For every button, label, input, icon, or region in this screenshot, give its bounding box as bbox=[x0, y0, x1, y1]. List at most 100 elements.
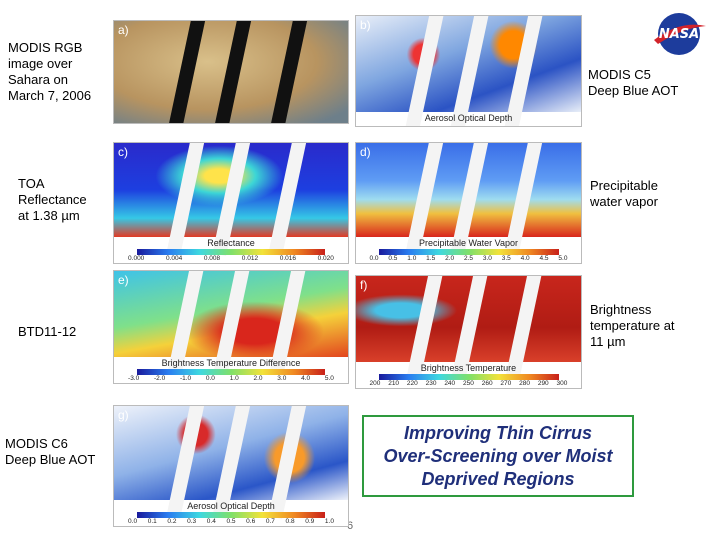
swath-gap bbox=[267, 21, 312, 123]
colorbar-title: Precipitable Water Vapor bbox=[418, 238, 519, 248]
swath-gap bbox=[164, 21, 209, 123]
satellite-image bbox=[114, 21, 348, 123]
colorbar-tick-label: 0.0 bbox=[369, 255, 379, 262]
side-label: MODIS C6 Deep Blue AOT bbox=[5, 436, 96, 467]
colorbar-tick-label: 0.1 bbox=[147, 518, 157, 525]
colorbar bbox=[378, 374, 559, 380]
colorbar-tick-label: 0.5 bbox=[388, 255, 398, 262]
colorbar-tick-label: 0.3 bbox=[187, 518, 197, 525]
colorbar-tick-label: 0.020 bbox=[317, 255, 334, 262]
colorbar-title: Aerosol Optical Depth bbox=[424, 113, 513, 123]
colorbar-tick-label: 260 bbox=[481, 380, 493, 387]
panel-letter: d) bbox=[360, 145, 371, 159]
panel-letter: a) bbox=[118, 23, 129, 37]
colorbar-ticks: 0.0 0.1 0.2 0.3 0.4 0.5 0.6 0.7 0.8 0.9 1.0 bbox=[128, 518, 334, 525]
colorbar-tick-label: 290 bbox=[537, 380, 549, 387]
swath-gap bbox=[450, 16, 492, 126]
colorbar-tick-label: 270 bbox=[500, 380, 512, 387]
colorbar-tick-label: 230 bbox=[425, 380, 437, 387]
side-label: BTD11-12 bbox=[18, 324, 77, 339]
colorbar bbox=[137, 512, 325, 518]
colorbar-title: Reflectance bbox=[207, 238, 255, 248]
colorbar-tick-label: 3.0 bbox=[277, 375, 287, 382]
colorbar bbox=[137, 369, 325, 375]
colorbar-tick-label: 4.5 bbox=[539, 255, 549, 262]
colorbar-tick-label: 2.0 bbox=[253, 375, 263, 382]
colorbar-tick-label: 1.0 bbox=[229, 375, 239, 382]
swath-gap bbox=[211, 21, 256, 123]
colorbar-tick-label: -2.0 bbox=[153, 375, 166, 382]
colorbar-tick-label: 4.0 bbox=[301, 375, 311, 382]
colorbar-tick-label: 0.0 bbox=[205, 375, 215, 382]
colorbar-tick-label: 0.012 bbox=[241, 255, 259, 262]
panel-letter: c) bbox=[118, 145, 128, 159]
colorbar-tick-label: -3.0 bbox=[128, 375, 140, 382]
satellite-image bbox=[356, 143, 581, 256]
colorbar-tick-label: 5.0 bbox=[558, 255, 568, 262]
colorbar-tick-label: 0.9 bbox=[305, 518, 315, 525]
colorbar-tick-label: 0.000 bbox=[128, 255, 145, 262]
panel-letter: f) bbox=[360, 278, 368, 292]
colorbar-tick-label: 0.004 bbox=[165, 255, 183, 262]
highlight-box: Improving Thin Cirrus Over-Screening ove… bbox=[362, 415, 634, 497]
colorbar-tick-label: 0.6 bbox=[246, 518, 256, 525]
colorbar-ticks: 200 210 220 230 240 250 260 270 280 290 300 bbox=[370, 380, 568, 387]
colorbar-ticks: 0.0 0.5 1.0 1.5 2.0 2.5 3.0 3.5 4.0 4.5 5.0 bbox=[370, 255, 568, 262]
colorbar-ticks: -3.0 -2.0 -1.0 0.0 1.0 2.0 3.0 4.0 5.0 bbox=[128, 375, 334, 382]
figure-panel: d) Precipitable Water Vapor 0.0 0.5 1.0 1.5 2.… bbox=[355, 142, 582, 264]
side-label: MODIS C5 Deep Blue AOT bbox=[588, 67, 679, 98]
colorbar-tick-label: 0.4 bbox=[206, 518, 216, 525]
colorbar-tick-label: 3.5 bbox=[501, 255, 511, 262]
side-label: Precipitable water vapor bbox=[590, 178, 658, 209]
colorbar-tick-label: 200 bbox=[369, 380, 381, 387]
colorbar bbox=[137, 249, 325, 255]
colorbar-tick-label: 220 bbox=[406, 380, 418, 387]
panel-letter: g) bbox=[118, 408, 129, 422]
colorbar-tick-label: 0.8 bbox=[285, 518, 295, 525]
colorbar-tick-label: 2.0 bbox=[445, 255, 455, 262]
figure-panel: a) bbox=[113, 20, 349, 124]
colorbar-tick-label: 0.0 bbox=[128, 518, 138, 525]
colorbar-tick-label: 0.7 bbox=[265, 518, 275, 525]
satellite-image bbox=[114, 406, 348, 519]
colorbar-tick-label: 1.0 bbox=[407, 255, 417, 262]
colorbar-tick-label: 240 bbox=[444, 380, 456, 387]
colorbar-tick-label: 5.0 bbox=[324, 375, 334, 382]
swath-gap bbox=[405, 16, 447, 126]
colorbar-tick-label: 0.016 bbox=[279, 255, 296, 262]
satellite-image bbox=[114, 271, 348, 375]
nasa-logo: NASA bbox=[654, 13, 706, 55]
side-label: TOA Reflectance at 1.38 µm bbox=[18, 176, 87, 223]
colorbar-tick-label: 1.0 bbox=[324, 518, 334, 525]
page-number: 6 bbox=[347, 520, 354, 532]
colorbar-title: Aerosol Optical Depth bbox=[187, 501, 275, 511]
colorbar-tick-label: 0.2 bbox=[167, 518, 177, 525]
colorbar-title: Brightness Temperature Difference bbox=[161, 358, 301, 368]
colorbar-tick-label: 0.5 bbox=[226, 518, 236, 525]
panel-letter: e) bbox=[118, 273, 129, 287]
figure-panel: f) Brightness Temperature 200 210 220 230 240 2… bbox=[355, 275, 582, 389]
figure-panel: b) Aerosol Optical Depth bbox=[355, 15, 582, 127]
colorbar-tick-label: 300 bbox=[556, 380, 568, 387]
colorbar-tick-label: 1.5 bbox=[426, 255, 436, 262]
figure-panel: c) Reflectance 0.000 0.004 0.008 0.012 0.016 0.… bbox=[113, 142, 349, 264]
colorbar-tick-label: 4.0 bbox=[520, 255, 530, 262]
colorbar-title: Brightness Temperature bbox=[420, 363, 517, 373]
colorbar-ticks: 0.000 0.004 0.008 0.012 0.016 0.020 bbox=[128, 255, 334, 262]
colorbar-tick-label: 210 bbox=[388, 380, 400, 387]
colorbar-tick-label: 250 bbox=[463, 380, 474, 387]
svg-text:NASA: NASA bbox=[659, 27, 699, 42]
colorbar-tick-label: 2.5 bbox=[463, 255, 473, 262]
figure-panel: e) Brightness Temperature Difference -3.0-… bbox=[113, 270, 349, 384]
colorbar-tick-label: 280 bbox=[519, 380, 530, 387]
colorbar-tick-label: 0.008 bbox=[203, 255, 221, 262]
side-label: Brightness temperature at 11 µm bbox=[590, 302, 675, 349]
colorbar bbox=[378, 249, 559, 255]
colorbar-tick-label: -1.0 bbox=[179, 375, 192, 382]
colorbar-tick-label: 3.0 bbox=[482, 255, 492, 262]
figure-panel: g) Aerosol Optical Depth 0.0 0.1 0.2 0.3 0.4 0.… bbox=[113, 405, 349, 527]
panel-letter: b) bbox=[360, 18, 371, 32]
satellite-image bbox=[356, 276, 581, 380]
swath-gap bbox=[504, 16, 546, 126]
